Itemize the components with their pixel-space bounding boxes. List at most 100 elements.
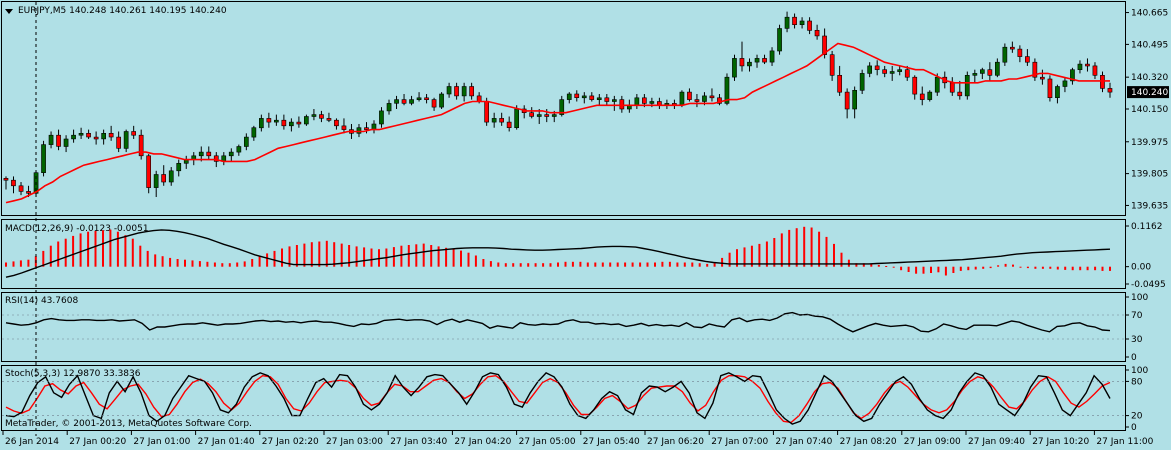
candle xyxy=(281,114,287,130)
candle xyxy=(153,170,159,198)
candle-body xyxy=(912,76,918,95)
candle xyxy=(1070,67,1075,85)
candle xyxy=(1047,75,1053,102)
candle xyxy=(244,133,249,151)
candle-body xyxy=(1077,63,1083,70)
candle xyxy=(739,41,745,72)
candle xyxy=(1085,58,1090,72)
candle-body xyxy=(71,134,76,140)
macd-histogram-bar xyxy=(281,248,283,267)
candle-body xyxy=(326,118,332,121)
candle xyxy=(303,114,309,126)
time-axis-label: 27 Jan 01:00 xyxy=(133,437,190,447)
candle xyxy=(326,112,332,123)
macd-panel[interactable]: MACD(12,26,9) -0.0123 -0.0051 0.1162 0.00… xyxy=(1,219,1166,291)
candle xyxy=(1040,69,1045,85)
macd-histogram-bar xyxy=(952,266,955,273)
candle-body xyxy=(687,91,692,100)
macd-panel-frame xyxy=(1,219,1126,289)
candle-body xyxy=(589,95,595,100)
candlesticks xyxy=(3,11,1113,198)
candle-body xyxy=(63,138,69,147)
candle-body xyxy=(1100,75,1105,89)
candle xyxy=(3,176,9,190)
moving-average-line xyxy=(5,42,1110,204)
rsi-axis-tick-label: 0 xyxy=(1131,353,1137,363)
macd-histogram-bar xyxy=(1049,266,1052,269)
macd-histogram-bar xyxy=(803,226,806,267)
candle xyxy=(732,54,737,81)
candle xyxy=(889,65,895,81)
macd-histogram-bar xyxy=(1079,266,1082,271)
candle xyxy=(138,129,144,160)
macd-histogram-bar xyxy=(79,233,82,267)
candle xyxy=(777,24,782,55)
candle-body xyxy=(1002,46,1008,63)
candle-body xyxy=(244,136,249,147)
candle-body xyxy=(514,108,519,129)
candle-body xyxy=(679,91,685,106)
candle-body xyxy=(379,110,384,125)
candle xyxy=(41,140,46,177)
price-panel[interactable]: EURJPY,M5 140.248 140.261 140.195 140.24… xyxy=(1,1,1170,216)
price-axis-tick-label: 139.805 xyxy=(1131,170,1168,180)
candle xyxy=(964,71,970,100)
macd-histogram-bar xyxy=(348,245,351,267)
macd-histogram-bar xyxy=(1109,266,1111,271)
candle xyxy=(416,92,422,102)
candle xyxy=(529,107,534,119)
candle xyxy=(251,125,257,141)
macd-histogram-bar xyxy=(646,262,649,267)
stochastic-axis-tick-label: 100 xyxy=(1131,366,1148,376)
candle xyxy=(604,94,610,106)
candle-body xyxy=(386,103,392,112)
macd-histogram-bar xyxy=(325,240,328,267)
candle xyxy=(807,17,812,35)
time-axis-label: 27 Jan 10:20 xyxy=(1032,437,1089,447)
candle-body xyxy=(1025,56,1030,63)
candle xyxy=(1002,43,1008,66)
time-axis-label: 27 Jan 06:20 xyxy=(647,437,704,447)
macd-histogram-bar xyxy=(198,261,201,267)
rsi-panel[interactable]: RSI(14) 43.7608 100 70 30 0 xyxy=(1,292,1149,364)
macd-histogram-bar xyxy=(27,259,30,267)
candle xyxy=(386,99,392,115)
macd-histogram-bar xyxy=(243,261,246,267)
candle-body xyxy=(394,99,399,104)
candle xyxy=(266,112,272,128)
macd-histogram-bar xyxy=(489,261,492,267)
candle-body xyxy=(319,114,324,119)
macd-histogram-bar xyxy=(206,261,209,267)
macd-axis-tick-label: -0.0495 xyxy=(1131,280,1166,290)
candle-body xyxy=(837,75,842,93)
candle-body xyxy=(11,179,16,187)
candle-body xyxy=(1009,46,1015,50)
macd-histogram-bar xyxy=(139,245,142,267)
time-axis-label: 27 Jan 05:00 xyxy=(519,437,576,447)
candle-body xyxy=(454,86,459,97)
candle xyxy=(454,82,459,100)
candle xyxy=(273,114,279,126)
candle-body xyxy=(979,69,985,74)
candle-body xyxy=(859,73,865,91)
candle-body xyxy=(1040,76,1045,80)
candle-body xyxy=(273,119,279,123)
candle xyxy=(394,95,399,109)
macd-histogram-bar xyxy=(944,266,947,276)
candle-body xyxy=(431,99,437,108)
rsi-panel-title: RSI(14) 43.7608 xyxy=(5,296,78,306)
triangle-down-icon[interactable] xyxy=(5,9,13,14)
candle xyxy=(1009,41,1015,53)
candle-body xyxy=(18,185,24,192)
macd-histogram-bar xyxy=(1026,266,1029,269)
macd-histogram-bar xyxy=(1094,266,1097,271)
candle xyxy=(581,92,587,104)
macd-histogram-bar xyxy=(1019,266,1022,268)
candle-body xyxy=(78,133,84,136)
candle-body xyxy=(987,69,993,76)
macd-histogram-bar xyxy=(601,262,604,267)
macd-histogram-bar xyxy=(445,247,448,267)
